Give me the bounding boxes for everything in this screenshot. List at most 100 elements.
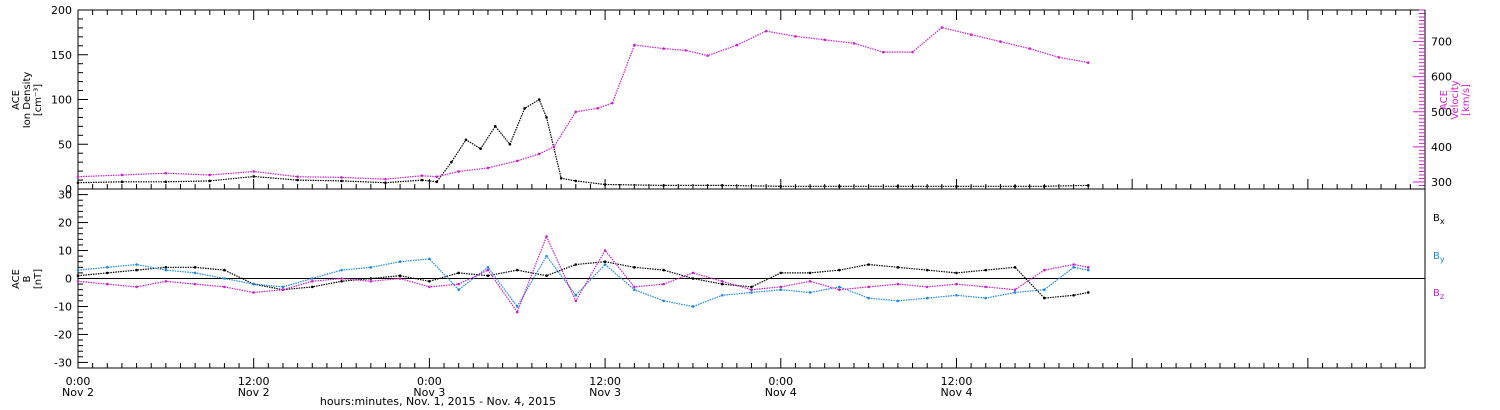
velocity-point [940,26,944,29]
velocity-point [611,101,614,105]
velocity-point [684,49,687,52]
by-point [1013,291,1017,294]
velocity-point [296,175,299,179]
density-point [479,147,482,151]
density-point [545,116,548,119]
x-tick-time-label: 12:00 [941,375,973,388]
b-axis-title-line: B [22,275,33,282]
velocity-point [537,152,541,156]
bx-point [515,268,519,272]
x-tick-date-label: Nov 4 [765,386,797,399]
bz-point [896,282,900,286]
bz-point [984,285,988,289]
density-point [537,98,541,101]
b-axis-title: ACEB[nT] [11,269,44,289]
by-point [340,268,343,272]
velocity-point [252,170,255,173]
density-series-line [77,98,1089,187]
bz-point [925,285,929,289]
x-tick-date-label: Nov 3 [589,386,621,399]
bx-point [310,285,314,289]
velocity-tick-label: 700 [1431,36,1452,49]
density-point [420,178,424,182]
density-point [523,107,526,110]
bz-point [662,282,665,286]
bz-point [223,285,226,289]
legend-subscript: x [1440,217,1445,226]
velocity-point [881,50,885,54]
by-point [428,257,431,261]
x-tick-time-label: 0:00 [66,375,91,388]
velocity-point [384,177,387,181]
bz-point [515,310,519,314]
velocity-point [457,170,460,173]
velocity-point [120,173,124,177]
by-point [896,299,900,303]
density-axis-title: ACEIon Density[cm⁻³] [11,72,44,129]
bx-point [633,266,636,269]
bz-point [633,285,636,289]
density-point [559,176,563,180]
bx-point [193,266,197,269]
legend-subscript: z [1440,292,1444,301]
velocity-point [1028,47,1031,50]
density-point [435,180,439,184]
density-axis-title-line: ACE [11,90,22,110]
by-point [633,288,636,291]
bx-point [135,268,138,272]
velocity-point [1057,56,1061,59]
x-tick-time-label: 0:00 [417,375,442,388]
velocity-axis-title-line: Velocity [1450,80,1461,119]
by-point [925,296,929,300]
bx-point [223,268,226,272]
velocity-point [420,174,424,177]
bx-point [574,263,578,266]
velocity-point [574,110,578,114]
velocity-point [969,33,973,36]
density-point [340,179,343,183]
bx-point [720,282,724,286]
bz-point [193,282,197,286]
by-point [223,277,226,280]
bz-point [457,282,460,286]
density-axis-title-line: Ion Density [22,72,33,129]
bz-point [867,285,870,289]
bz-point [369,279,373,283]
density-point [450,160,453,164]
velocity-point [515,159,519,163]
density-tick-label: 150 [51,49,72,62]
b-tick-label: 0 [65,273,72,286]
velocity-tick-label: 600 [1431,71,1452,84]
b-tick-label: 30 [58,189,72,202]
bx-point [76,274,80,278]
velocity-axis-title-line: [km/s] [1461,84,1472,116]
bx-point [925,268,929,272]
density-point [120,180,124,184]
by-point [1043,288,1046,291]
b-tick-label: -30 [54,356,72,369]
b-tick-label: -20 [54,328,72,341]
density-point [493,125,497,128]
bz-point [838,288,841,291]
by-point [750,291,753,294]
by-point [281,285,285,289]
x-tick-time-label: 12:00 [589,375,621,388]
bx-point [691,277,695,280]
by-point [984,296,988,300]
density-point [164,180,168,184]
by-point [135,263,138,266]
bz-point [310,279,314,283]
legend-bz: Bz [1433,288,1444,301]
velocity-point [999,40,1002,43]
velocity-axis-title: ACEVelocity[km/s] [1439,80,1472,119]
legend-base: B [1433,288,1440,299]
by-point [310,277,314,280]
velocity-point [706,54,709,57]
bz-point [105,282,109,286]
bx-point [984,268,988,272]
velocity-point [435,175,439,179]
bz-point [720,279,724,283]
by-point [574,293,578,297]
bz-point [955,282,958,286]
